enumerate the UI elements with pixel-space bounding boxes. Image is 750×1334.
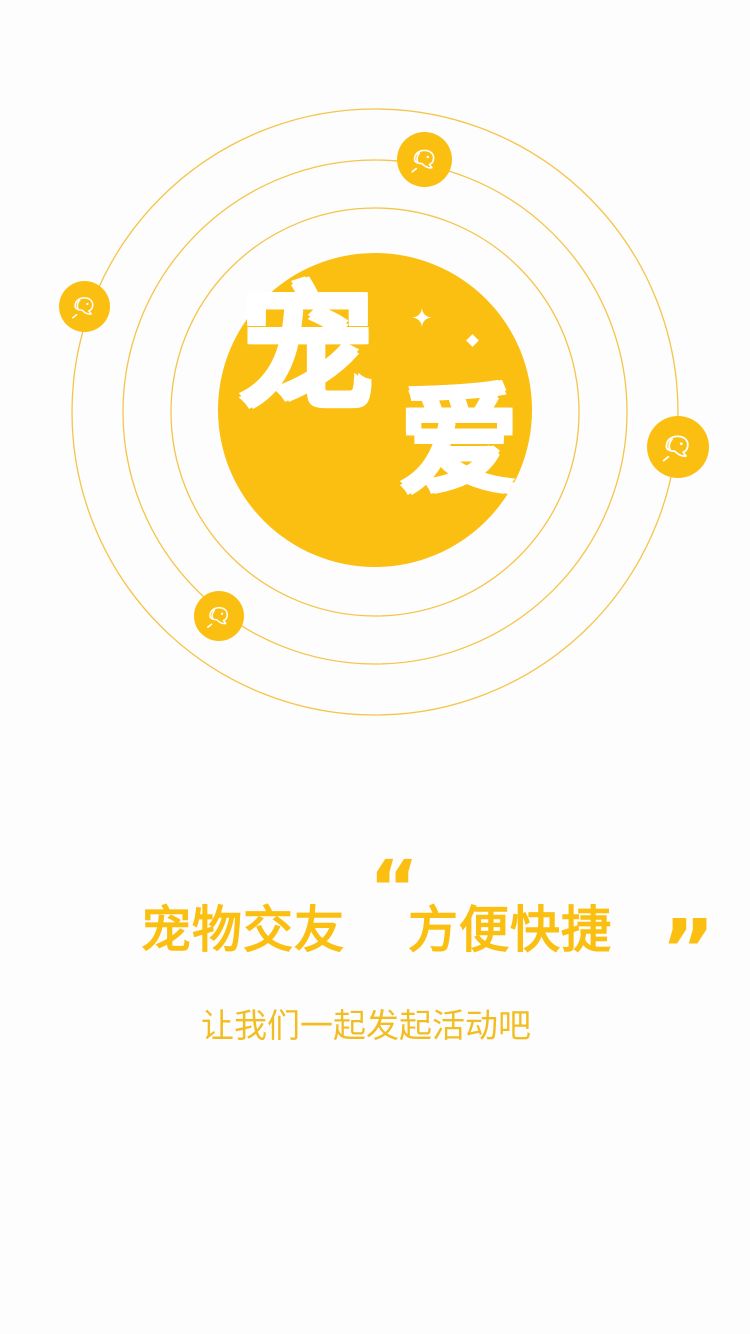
- dog-head-icon: [663, 435, 690, 462]
- open-quote: “: [369, 843, 419, 932]
- orbit-graphic: [71, 108, 679, 716]
- headline: 宠物交友 “ 方便快捷 ”: [141, 850, 715, 992]
- dog-head-icon: [411, 149, 435, 173]
- orbit-ring-middle: [122, 159, 628, 665]
- headline-left-text: 宠物交友: [141, 901, 345, 959]
- pet-badge-top[interactable]: [397, 132, 452, 187]
- hero-section: 宠 ✦ 爱: [59, 108, 709, 716]
- subtitle-text: 让我们一起发起活动吧: [201, 1006, 531, 1045]
- pet-badge-bottom-left[interactable]: [194, 591, 244, 641]
- sparkle-icon: ✦: [411, 304, 433, 334]
- dog-head-icon: [72, 297, 94, 319]
- orbit-ring-inner: [170, 207, 580, 617]
- headline-right-text: 方便快捷: [408, 901, 612, 959]
- orbit-ring-outer: [71, 108, 679, 716]
- logo-character-love: 爱: [400, 372, 519, 510]
- center-logo-circle: [218, 253, 532, 567]
- close-quote: ”: [661, 903, 715, 998]
- pet-badge-left[interactable]: [59, 281, 110, 332]
- logo-character-pet: 宠: [238, 271, 374, 429]
- pet-badge-right[interactable]: [647, 416, 709, 478]
- dog-head-icon: [207, 607, 228, 628]
